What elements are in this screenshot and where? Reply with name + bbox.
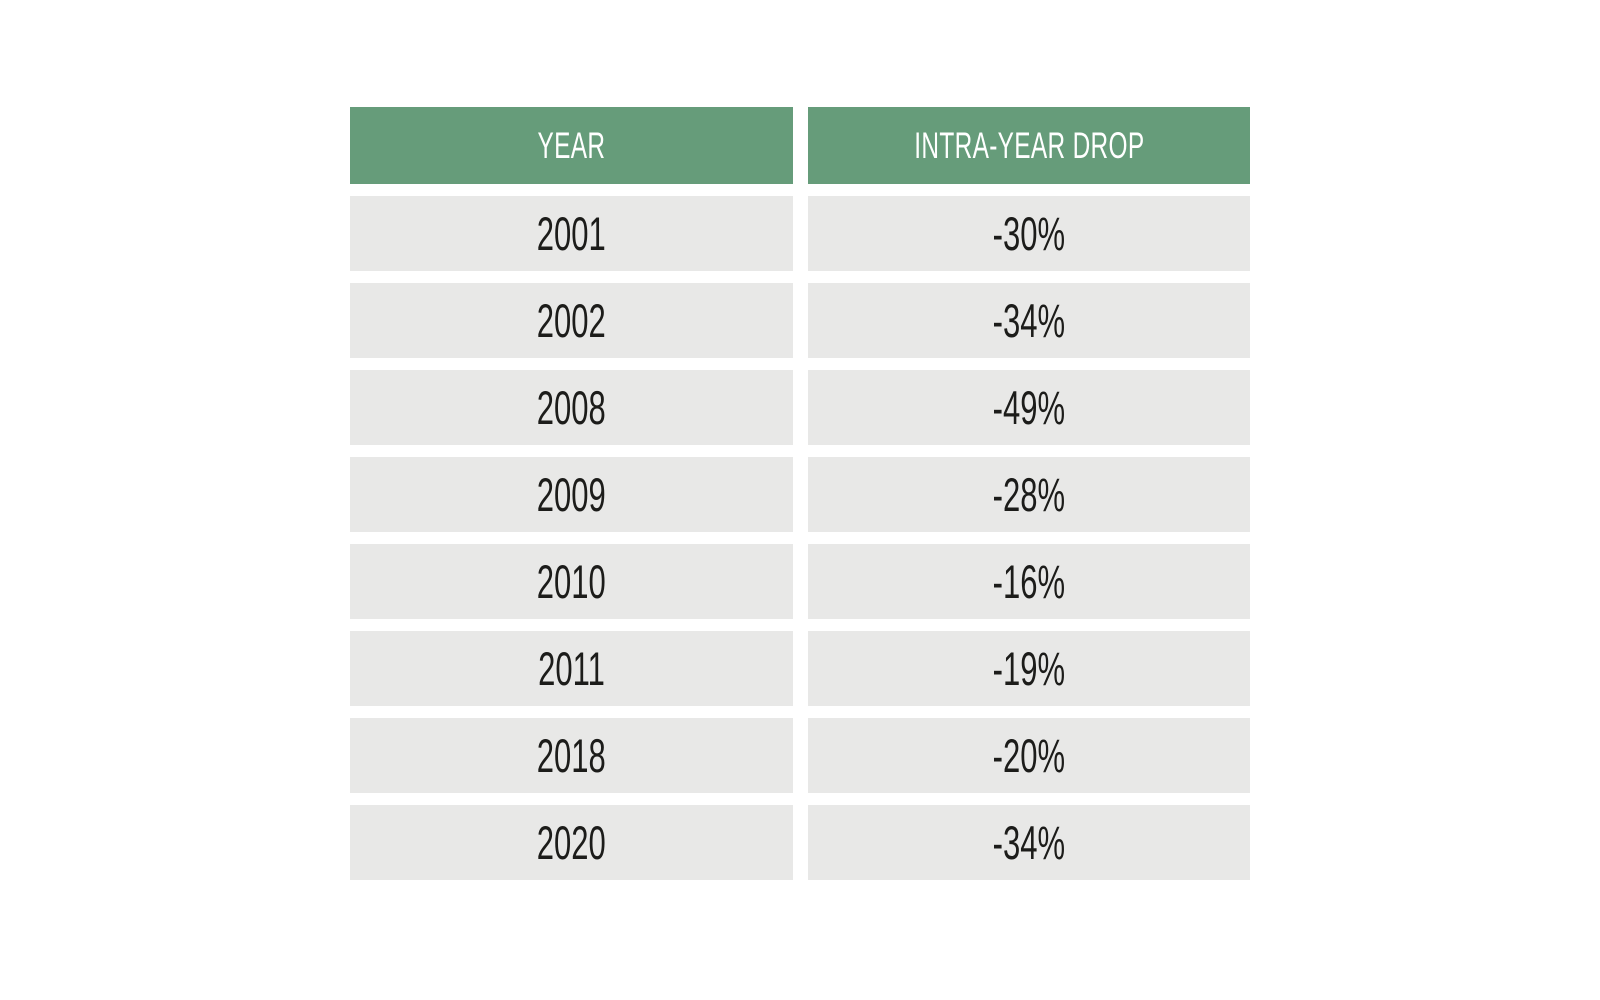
drop-cell: -49%	[808, 370, 1250, 445]
year-cell: 2011	[350, 631, 793, 706]
drop-value: -19%	[992, 642, 1066, 695]
year-value: 2001	[536, 207, 607, 260]
year-value: 2009	[536, 468, 607, 521]
year-cell: 2010	[350, 544, 793, 619]
drop-value: -49%	[992, 381, 1066, 434]
year-cell: 2008	[350, 370, 793, 445]
drop-cell: -28%	[808, 457, 1250, 532]
drop-cell: -34%	[808, 805, 1250, 880]
drop-cell: -34%	[808, 283, 1250, 358]
drop-value: -30%	[992, 207, 1066, 260]
year-column-header: YEAR	[350, 107, 793, 184]
drop-cell: -16%	[808, 544, 1250, 619]
drop-value: -20%	[992, 729, 1066, 782]
intra-year-drop-column-header: INTRA-YEAR DROP	[808, 107, 1250, 184]
year-value: 2018	[536, 729, 607, 782]
year-cell: 2001	[350, 196, 793, 271]
drop-value: -16%	[992, 555, 1066, 608]
drop-value: -34%	[992, 816, 1066, 869]
year-value: 2002	[536, 294, 607, 347]
year-cell: 2020	[350, 805, 793, 880]
drop-cell: -19%	[808, 631, 1250, 706]
year-value: 2010	[536, 555, 607, 608]
drop-cell: -20%	[808, 718, 1250, 793]
year-cell: 2009	[350, 457, 793, 532]
year-column-header-label: YEAR	[537, 124, 606, 166]
intra-year-drop-table: YEAR INTRA-YEAR DROP 2001 -30% 2002 -34%…	[350, 107, 1250, 880]
year-cell: 2018	[350, 718, 793, 793]
drop-cell: -30%	[808, 196, 1250, 271]
year-cell: 2002	[350, 283, 793, 358]
intra-year-drop-column-header-label: INTRA-YEAR DROP	[913, 124, 1145, 166]
drop-value: -28%	[992, 468, 1066, 521]
year-value: 2008	[536, 381, 607, 434]
year-value: 2020	[536, 816, 607, 869]
drop-value: -34%	[992, 294, 1066, 347]
year-value: 2011	[538, 642, 605, 695]
